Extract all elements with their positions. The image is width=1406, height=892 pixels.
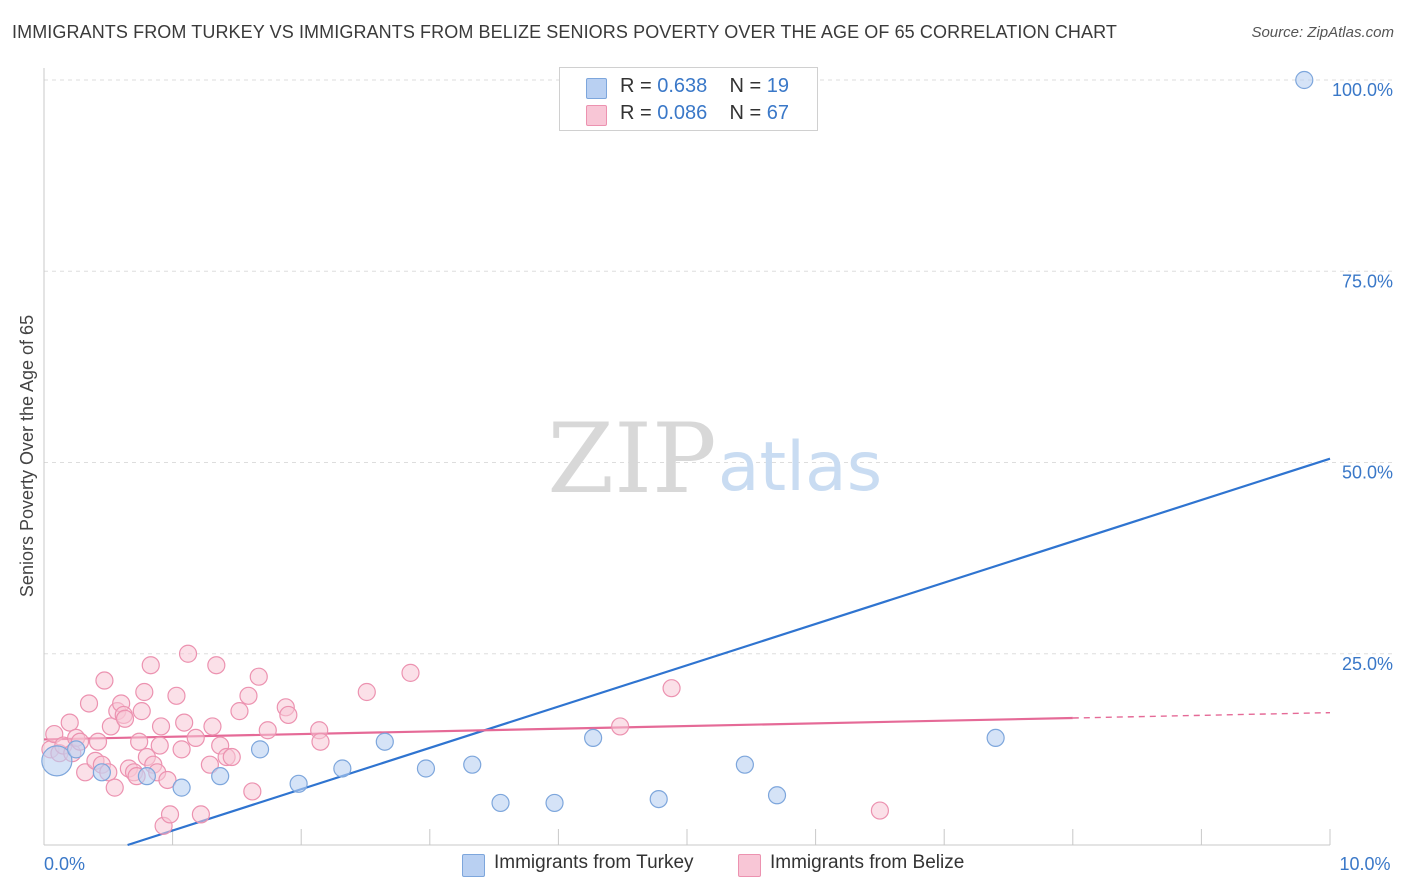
- belize-point: [130, 732, 149, 751]
- belize-point: [175, 713, 194, 732]
- belize-point: [150, 736, 169, 755]
- stats-legend: R = 0.638 N = 19 R = 0.086 N = 67: [559, 67, 818, 131]
- gridlines: [44, 79, 1393, 655]
- n-label: N =: [729, 102, 762, 124]
- turkey-point: [289, 774, 308, 793]
- belize-point: [870, 801, 890, 820]
- belize-point: [230, 702, 249, 721]
- trend-lines: [43, 457, 1331, 847]
- belize-point: [151, 717, 171, 736]
- belize-point: [79, 694, 99, 713]
- watermark-atlas: atlas: [718, 428, 882, 507]
- turkey-point: [767, 786, 787, 805]
- legend-label: Immigrants from Turkey: [494, 852, 694, 873]
- belize-legend-swatch: [738, 854, 761, 877]
- belize-point: [158, 770, 177, 790]
- belize-point: [203, 717, 222, 736]
- turkey-point: [1295, 70, 1314, 90]
- axes: [43, 68, 1331, 846]
- x-tick-label: 0.0%: [44, 854, 85, 874]
- belize-point: [60, 713, 79, 732]
- belize-point: [191, 805, 210, 824]
- turkey-point: [735, 755, 754, 774]
- series-belize-points: [41, 644, 890, 835]
- turkey-point: [250, 740, 270, 759]
- belize-point: [101, 717, 120, 736]
- n-value: 19: [766, 75, 790, 97]
- series-turkey-points: [41, 70, 1314, 813]
- belize-point: [172, 740, 191, 759]
- turkey-legend-swatch: [462, 854, 485, 877]
- turkey-point: [986, 728, 1005, 748]
- turkey-swatch: [586, 78, 607, 99]
- watermark-zip: ZIP: [547, 403, 716, 515]
- trend-line-belize: [43, 716, 1073, 741]
- belize-point: [611, 717, 630, 736]
- turkey-point: [584, 728, 603, 748]
- y-tick-label: 100.0%: [1332, 80, 1393, 100]
- belize-point: [311, 732, 330, 751]
- belize-point: [207, 656, 226, 675]
- belize-point: [135, 682, 154, 702]
- r-label: R =: [620, 102, 652, 124]
- watermark: ZIP atlas: [547, 403, 882, 515]
- turkey-point: [172, 778, 191, 797]
- source-label: Source: ZipAtlas.com: [1251, 24, 1394, 41]
- belize-swatch: [586, 105, 607, 126]
- belize-point: [186, 728, 205, 748]
- turkey-point: [333, 759, 352, 778]
- turkey-point: [375, 732, 394, 751]
- belize-point: [243, 782, 262, 801]
- belize-point: [95, 671, 114, 690]
- belize-point: [239, 686, 258, 705]
- n-label: N =: [729, 75, 762, 97]
- n-value: 67: [766, 102, 790, 124]
- belize-point: [88, 732, 108, 751]
- turkey-point: [416, 759, 436, 778]
- belize-point: [258, 721, 277, 740]
- belize-point: [222, 747, 241, 767]
- belize-point: [178, 644, 198, 663]
- belize-point: [115, 709, 135, 728]
- turkey-point: [463, 755, 482, 774]
- belize-point: [662, 679, 681, 698]
- legend-label: Immigrants from Belize: [770, 852, 965, 873]
- belize-point: [141, 656, 160, 675]
- turkey-point: [649, 789, 668, 809]
- belize-point: [249, 667, 268, 686]
- belize-point: [357, 682, 376, 702]
- belize-point: [200, 755, 219, 774]
- belize-point: [279, 705, 298, 725]
- turkey-point: [491, 793, 510, 813]
- turkey-point: [67, 740, 86, 759]
- turkey-point: [92, 763, 111, 782]
- turkey-point: [137, 767, 156, 786]
- belize-point: [167, 686, 186, 705]
- r-label: R =: [620, 75, 652, 97]
- belize-point: [132, 702, 151, 721]
- tick-labels: 25.0% 50.0% 75.0% 100.0% 0.0% 10.0%: [44, 80, 1393, 874]
- x-tick-label: 10.0%: [1339, 854, 1390, 874]
- turkey-point: [211, 767, 230, 786]
- y-tick-label: 50.0%: [1342, 463, 1393, 483]
- trend-line-belize-extension: [1072, 711, 1331, 719]
- turkey-point: [41, 745, 73, 777]
- belize-point: [160, 805, 180, 824]
- turkey-point: [545, 793, 564, 813]
- y-axis-label: Seniors Poverty Over the Age of 65: [17, 315, 37, 597]
- belize-point: [105, 778, 124, 797]
- chart-title: IMMIGRANTS FROM TURKEY VS IMMIGRANTS FRO…: [12, 22, 1117, 42]
- y-tick-label: 75.0%: [1342, 271, 1393, 291]
- r-value: 0.638: [657, 75, 708, 97]
- y-tick-label: 25.0%: [1342, 654, 1393, 674]
- trend-line-turkey: [127, 457, 1331, 847]
- belize-point: [401, 663, 420, 682]
- r-value: 0.086: [657, 102, 708, 124]
